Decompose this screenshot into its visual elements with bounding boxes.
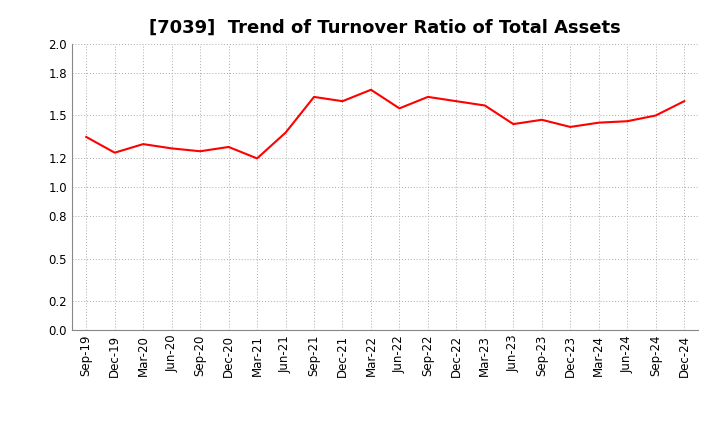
Title: [7039]  Trend of Turnover Ratio of Total Assets: [7039] Trend of Turnover Ratio of Total … [149,19,621,37]
